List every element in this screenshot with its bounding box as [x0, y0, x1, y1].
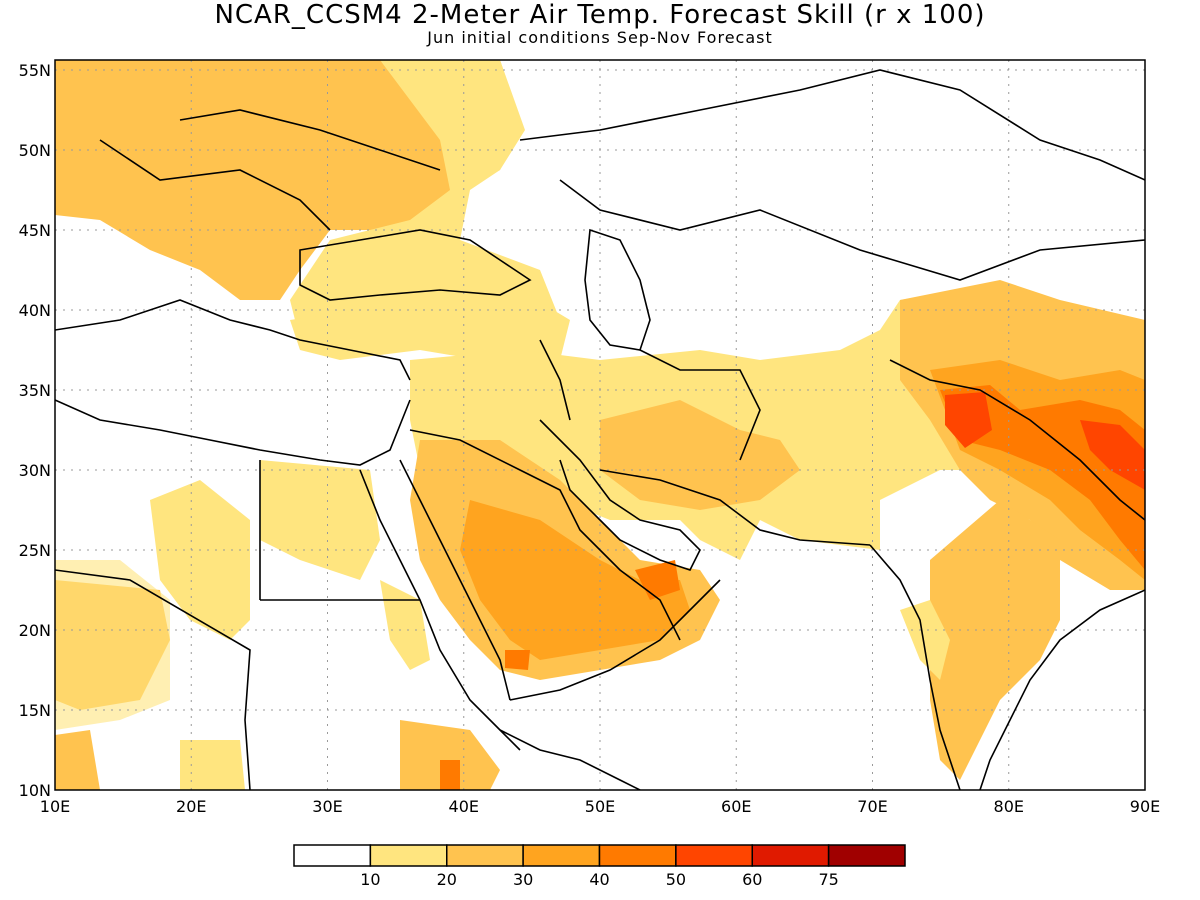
shade-anatolia	[290, 290, 570, 360]
longitude-labels: 10E 20E 30E 40E 50E 60E 70E 80E 90E	[40, 797, 1160, 816]
coast-iran-south	[599, 469, 871, 546]
colorbar-swatch	[293, 844, 372, 867]
colorbar-label: 10	[360, 870, 380, 889]
lat-tick-label: 35N	[19, 381, 51, 400]
border-europe	[99, 109, 441, 231]
lat-lon-gridlines	[55, 60, 1145, 790]
lat-tick-label: 20N	[19, 621, 51, 640]
shade-egypt	[260, 460, 380, 580]
map-subtitle: Jun initial conditions Sep-Nov Forecast	[427, 28, 773, 47]
border-arabia	[409, 429, 681, 641]
lat-tick-label: 15N	[19, 701, 51, 720]
coast-africa-horn	[499, 729, 641, 790]
lat-tick-label: 50N	[19, 141, 51, 160]
shade-horn-light	[380, 580, 430, 670]
colorbar-label: 20	[437, 870, 457, 889]
colorbar-swatch	[827, 844, 906, 867]
lon-tick-label: 60E	[721, 797, 751, 816]
shade-ethiopia-peak	[440, 760, 460, 790]
colorbar-swatch	[522, 844, 601, 867]
shade-sw-africa	[55, 730, 100, 790]
lat-tick-label: 45N	[19, 221, 51, 240]
shade-sudan-light	[180, 740, 245, 790]
border-himalaya	[889, 359, 1145, 521]
shade-india	[930, 500, 1060, 780]
border-central-asia	[559, 179, 1145, 281]
coastlines	[55, 69, 1145, 790]
lon-tick-label: 50E	[585, 797, 615, 816]
coast-india-east	[979, 589, 1145, 790]
shade-yemen-peak	[505, 650, 530, 670]
coast-persian-gulf	[539, 419, 701, 571]
colorbar-label: 75	[818, 870, 838, 889]
colorbar-label: 50	[666, 870, 686, 889]
coast-gulf-aden	[509, 579, 721, 701]
shade-arabia-core	[460, 500, 690, 660]
coast-caspian	[584, 228, 651, 351]
border-kazakh-north	[519, 69, 1145, 181]
lon-tick-label: 30E	[312, 797, 342, 816]
colorbar-label: 60	[742, 870, 762, 889]
lon-tick-label: 20E	[176, 797, 206, 816]
colorbar-swatch	[751, 844, 830, 867]
colorbar: 10 20 30 40 50 60 75	[293, 844, 906, 889]
shade-sahara	[150, 480, 250, 640]
coast-india-west	[869, 544, 961, 790]
lat-tick-label: 25N	[19, 541, 51, 560]
lat-tick-label: 40N	[19, 301, 51, 320]
border-sahara	[55, 569, 251, 790]
colorbar-swatch	[446, 844, 524, 867]
lat-tick-label: 30N	[19, 461, 51, 480]
skill-shading	[55, 60, 1145, 790]
lon-tick-label: 10E	[40, 797, 70, 816]
coast-red-sea-east	[399, 459, 511, 701]
coast-med-south	[55, 399, 411, 466]
lon-tick-label: 90E	[1130, 797, 1160, 816]
lon-tick-label: 70E	[857, 797, 887, 816]
coast-red-sea-west	[359, 469, 521, 751]
border-iran-iraq	[539, 339, 761, 461]
colorbar-label: 30	[513, 870, 533, 889]
shade-europe	[55, 60, 520, 300]
shade-india-light	[900, 600, 950, 680]
colorbar-swatch	[598, 844, 677, 867]
colorbar-swatch	[675, 844, 753, 867]
shade-europe-light	[290, 60, 560, 340]
map-title: NCAR_CCSM4 2-Meter Air Temp. Forecast Sk…	[214, 0, 986, 30]
shade-iran	[600, 400, 800, 510]
coast-black-sea	[299, 229, 532, 301]
shade-west-africa-light	[55, 560, 170, 730]
shade-kashmir-peak	[945, 392, 992, 448]
lon-tick-label: 80E	[994, 797, 1024, 816]
latitude-labels: 55N 50N 45N 40N 35N 30N 25N 20N 15N 10N	[19, 61, 51, 800]
shade-ethiopia	[400, 720, 500, 790]
colorbar-label: 40	[589, 870, 609, 889]
lon-tick-label: 40E	[449, 797, 479, 816]
lat-tick-label: 10N	[19, 781, 51, 800]
shade-nepal-peak	[1080, 420, 1145, 490]
plot-frame	[54, 59, 1146, 791]
lat-tick-label: 55N	[19, 61, 51, 80]
coast-med-north	[55, 299, 411, 381]
colorbar-swatch	[369, 844, 448, 867]
border-egypt-libya	[259, 460, 420, 601]
